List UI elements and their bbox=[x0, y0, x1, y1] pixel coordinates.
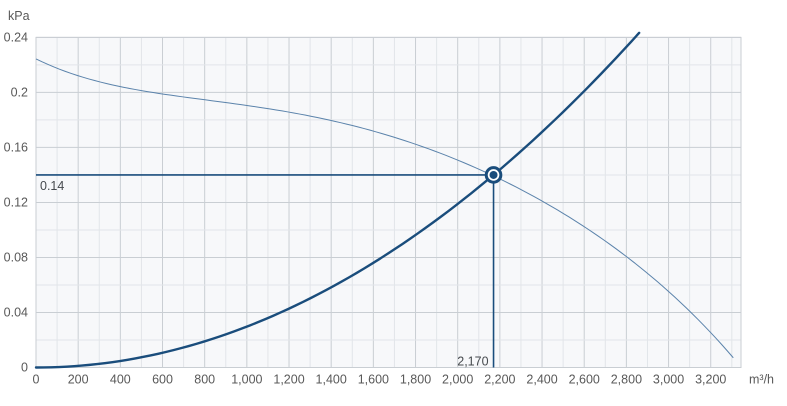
svg-text:400: 400 bbox=[110, 373, 131, 387]
svg-text:0.08: 0.08 bbox=[4, 250, 28, 264]
svg-text:0.24: 0.24 bbox=[4, 30, 28, 44]
svg-text:1,800: 1,800 bbox=[400, 373, 431, 387]
svg-text:0.12: 0.12 bbox=[4, 195, 28, 209]
svg-text:0.14: 0.14 bbox=[40, 179, 64, 193]
svg-text:0.2: 0.2 bbox=[11, 85, 28, 99]
svg-text:2,800: 2,800 bbox=[611, 373, 642, 387]
svg-text:kPa: kPa bbox=[8, 9, 30, 23]
svg-text:3,200: 3,200 bbox=[695, 373, 726, 387]
svg-text:1,200: 1,200 bbox=[273, 373, 304, 387]
svg-text:2,400: 2,400 bbox=[526, 373, 557, 387]
svg-text:1,000: 1,000 bbox=[231, 373, 262, 387]
svg-text:1,400: 1,400 bbox=[316, 373, 347, 387]
svg-text:2,000: 2,000 bbox=[442, 373, 473, 387]
svg-text:800: 800 bbox=[194, 373, 215, 387]
svg-text:1,600: 1,600 bbox=[358, 373, 389, 387]
svg-text:0.16: 0.16 bbox=[4, 140, 28, 154]
svg-text:600: 600 bbox=[152, 373, 173, 387]
svg-text:200: 200 bbox=[68, 373, 89, 387]
svg-text:0.04: 0.04 bbox=[4, 305, 28, 319]
svg-text:2,200: 2,200 bbox=[484, 373, 515, 387]
svg-text:0: 0 bbox=[33, 373, 40, 387]
svg-text:3,000: 3,000 bbox=[653, 373, 684, 387]
svg-text:0: 0 bbox=[21, 361, 28, 375]
svg-text:2,600: 2,600 bbox=[569, 373, 600, 387]
svg-text:2,170: 2,170 bbox=[457, 355, 488, 369]
svg-text:m³/h: m³/h bbox=[749, 373, 774, 387]
